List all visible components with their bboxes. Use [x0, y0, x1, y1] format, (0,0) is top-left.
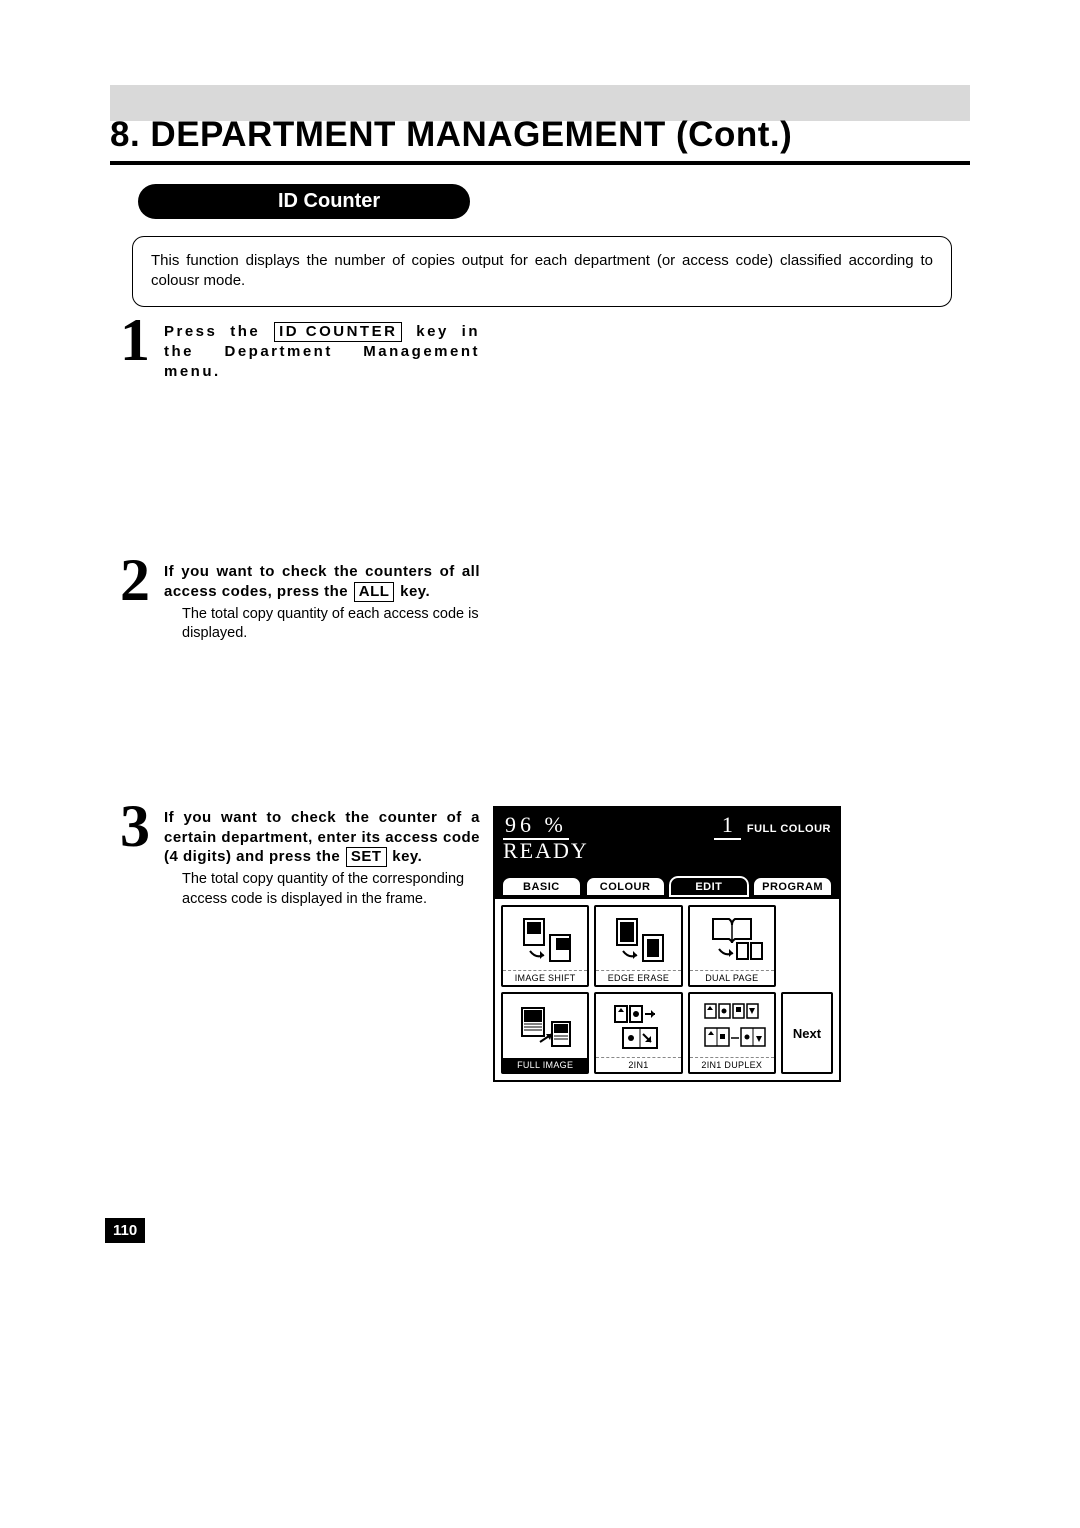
- lcd-ready: READY: [503, 838, 831, 864]
- tab-edit[interactable]: EDIT: [669, 876, 750, 897]
- step-2-note: The total copy quantity of each access c…: [182, 605, 480, 644]
- edge-erase-icon: [603, 911, 673, 967]
- step-2-text: If you want to check the counters of all…: [164, 562, 480, 602]
- btn-image-shift[interactable]: IMAGE SHIFT: [501, 905, 589, 987]
- step-1-text: Press the ID COUNTER key in the Departme…: [164, 322, 480, 381]
- set-key: SET: [346, 847, 387, 867]
- step-2: 2 If you want to check the counters of a…: [120, 562, 480, 644]
- lcd-tabs: BASIC COLOUR EDIT PROGRAM: [495, 870, 839, 897]
- btn-label: FULL IMAGE: [503, 1058, 587, 1072]
- btn-label: 2IN1: [596, 1057, 680, 1072]
- chapter-title: 8. DEPARTMENT MANAGEMENT (Cont.): [110, 115, 970, 165]
- step-3-pre: If you want to check the counter of a ce…: [164, 809, 480, 865]
- btn-2in1[interactable]: 2IN1: [594, 992, 682, 1074]
- step-2-post: key.: [395, 583, 430, 600]
- full-image-icon: [510, 998, 580, 1054]
- dual-page-icon: [697, 911, 767, 967]
- lcd-panel: IMAGE SHIFT EDGE ERASE: [495, 897, 839, 1080]
- tab-basic[interactable]: BASIC: [501, 876, 582, 897]
- two-in-one-icon: [603, 998, 673, 1054]
- step-1-pre: Press the: [164, 323, 273, 340]
- step-3-text: If you want to check the counter of a ce…: [164, 808, 480, 867]
- step-3-post: key.: [388, 848, 423, 865]
- btn-label: EDGE ERASE: [596, 970, 680, 985]
- two-in-one-duplex-icon: [697, 998, 767, 1054]
- btn-label: IMAGE SHIFT: [503, 970, 587, 985]
- lcd-colour-mode: FULL COLOUR: [747, 823, 831, 835]
- step-3-note: The total copy quantity of the correspon…: [182, 870, 480, 909]
- btn-dual-page[interactable]: DUAL PAGE: [688, 905, 776, 987]
- step-number: 3: [120, 796, 150, 856]
- btn-full-image[interactable]: FULL IMAGE: [501, 992, 589, 1074]
- lcd-status-bar: 96 % 1 FULL COLOUR READY: [495, 808, 839, 870]
- btn-edge-erase[interactable]: EDGE ERASE: [594, 905, 682, 987]
- tab-colour[interactable]: COLOUR: [585, 876, 666, 897]
- id-counter-key: ID COUNTER: [274, 322, 402, 342]
- image-shift-icon: [510, 911, 580, 967]
- all-key: ALL: [354, 582, 395, 602]
- step-1: 1 Press the ID COUNTER key in the Depart…: [120, 322, 480, 381]
- page-number: 110: [105, 1218, 145, 1243]
- btn-next[interactable]: Next: [781, 992, 833, 1074]
- btn-label: 2IN1 DUPLEX: [690, 1057, 774, 1072]
- step-number: 2: [120, 550, 150, 610]
- step-number: 1: [120, 310, 150, 370]
- tab-program[interactable]: PROGRAM: [752, 876, 833, 897]
- lcd-zoom: 96 %: [503, 812, 569, 840]
- step-2-pre: If you want to check the counters of all…: [164, 563, 480, 600]
- btn-label: DUAL PAGE: [690, 970, 774, 985]
- step-3: 3 If you want to check the counter of a …: [120, 808, 480, 909]
- btn-2in1-duplex[interactable]: 2IN1 DUPLEX: [688, 992, 776, 1074]
- lcd-copies: 1: [714, 812, 741, 840]
- intro-box: This function displays the number of cop…: [132, 236, 952, 307]
- section-pill: ID Counter: [138, 184, 470, 219]
- lcd-screen: 96 % 1 FULL COLOUR READY BASIC COLOUR ED…: [493, 806, 841, 1082]
